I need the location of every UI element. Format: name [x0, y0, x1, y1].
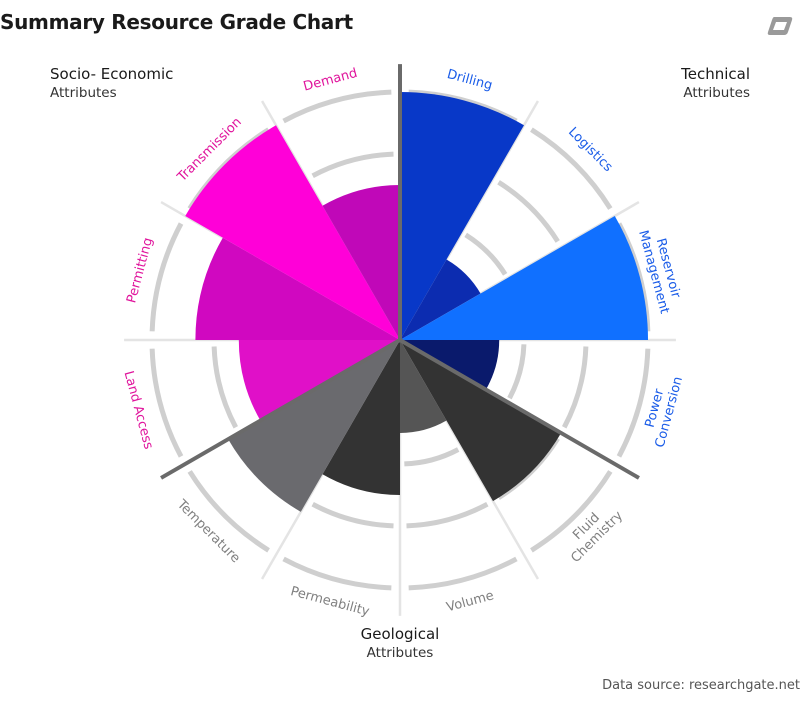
category-label: Land Access [121, 369, 156, 451]
grid-ring-arc [311, 151, 394, 178]
geological-title: Geological [360, 625, 440, 643]
bar-demand [322, 185, 400, 340]
technical-title: Technical [681, 65, 750, 83]
bar-logistics [400, 259, 481, 340]
technical-subtitle: Attributes [683, 85, 750, 101]
category-label: Volume [445, 588, 496, 615]
logo-icon [767, 17, 793, 35]
socio-economic-subtitle: Attributes [50, 85, 117, 101]
geological-subtitle: Attributes [366, 645, 434, 661]
grid-ring-arc [464, 232, 508, 276]
bar-reservoir-management [400, 216, 648, 340]
data-source: Data source: researchgate.net [602, 678, 800, 693]
grid-ring-arc [149, 348, 184, 458]
bar-transmission [185, 125, 400, 340]
bar-permitting [195, 237, 400, 340]
grid-ring-arc [211, 346, 238, 429]
group-divider [160, 338, 401, 480]
grid-ring-arc [311, 502, 394, 529]
group-dividers [160, 64, 640, 480]
category-label: PowerConversion [638, 371, 686, 449]
bar-land-access [238, 340, 400, 421]
group-divider [399, 338, 640, 480]
bars [185, 92, 648, 512]
grid-ring-arc [404, 447, 460, 467]
bar-temperature [228, 340, 400, 512]
category-label: Permitting [124, 236, 156, 305]
grid-ring-arc [149, 222, 184, 332]
grid-ring-arc [497, 180, 560, 243]
category-label: Temperature [173, 497, 243, 567]
grid-ring-arc [282, 556, 392, 591]
grid-ring-arc [187, 470, 270, 553]
category-label: Demand [302, 66, 359, 95]
bar-permeability [322, 340, 400, 495]
chart-title: Summary Resource Grade Chart [0, 10, 353, 34]
grid-ring-arc [530, 470, 613, 553]
grid-ring-arc [408, 556, 518, 591]
grid-ring-arc [616, 348, 651, 458]
category-label: Drilling [445, 67, 494, 93]
grid-ring-arc [507, 344, 527, 400]
bar-fluid-chemistry [400, 340, 562, 502]
grid-ring-arc [562, 346, 589, 429]
grid-ring-arc [406, 502, 489, 529]
bar-volume [400, 340, 447, 433]
category-label: Permeability [289, 584, 371, 620]
grid-ring-arc [530, 127, 613, 210]
bar-drilling [400, 92, 524, 340]
category-label: Logistics [565, 125, 616, 176]
socio-economic-title: Socio- Economic [50, 65, 174, 83]
category-label: FluidChemistry [558, 498, 626, 566]
grid-ring-arc [282, 89, 392, 124]
